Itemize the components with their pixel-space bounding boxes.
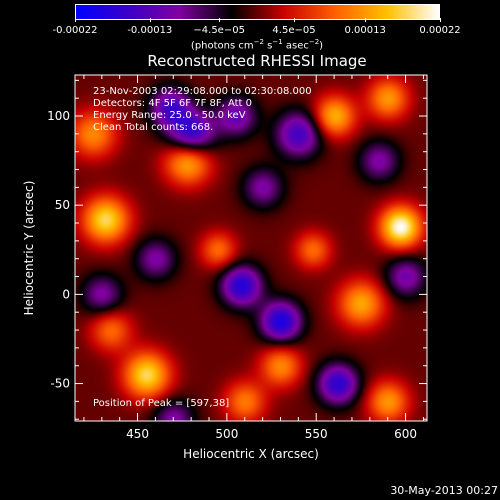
- annotation-detectors: Detectors: 4F 5F 6F 7F 8F, Att 0: [93, 98, 253, 109]
- y-tick-label: 50: [55, 198, 70, 212]
- colorbar-tick-mark: [294, 18, 295, 22]
- colorbar: [75, 4, 440, 20]
- colorbar-tick-label: 4.5e−05: [272, 25, 316, 36]
- heatmap-plot-area: 450 500 550 600 -50 0 50 100: [47, 74, 428, 441]
- colorbar-tick-label: −4.5e−05: [193, 25, 245, 36]
- colorbar-tick-mark: [440, 18, 441, 22]
- annotation-clean-counts: Clean Total counts: 668.: [93, 122, 214, 133]
- chart-title: Reconstructed RHESSI Image: [147, 52, 367, 70]
- y-tick-label: 0: [62, 287, 70, 301]
- annotation-time-range: 23-Nov-2003 02:29:08.000 to 02:30:08.000: [93, 86, 312, 97]
- plot-axes: 450 500 550 600 -50 0 50 100: [47, 74, 428, 441]
- colorbar-unit-label: (photons cm−2 s−1 asec−2): [190, 38, 324, 52]
- x-tick-label: 500: [215, 427, 238, 441]
- y-axis-label: Heliocentric Y (arcsec): [22, 180, 36, 316]
- colorbar-tick-label: -0.00022: [52, 25, 98, 36]
- x-axis-label: Heliocentric X (arcsec): [183, 447, 319, 461]
- x-tick-label: 600: [394, 427, 417, 441]
- y-tick-label: 100: [47, 109, 70, 123]
- x-tick-label: 550: [305, 427, 328, 441]
- colorbar-tick-label: -0.00013: [127, 25, 173, 36]
- heatmap-image: [75, 75, 427, 421]
- footer-timestamp: 30-May-2013 00:27: [390, 484, 498, 497]
- y-tick-label: -50: [50, 377, 70, 391]
- plot-frame: [74, 74, 428, 422]
- colorbar-tick-mark: [149, 18, 151, 22]
- colorbar-tick-mark: [219, 18, 221, 22]
- x-tick-label: 450: [126, 427, 149, 441]
- colorbar-tick-label: 0.00013: [344, 25, 386, 36]
- annotation-energy-range: Energy Range: 25.0 - 50.0 keV: [93, 110, 246, 121]
- colorbar-tick-mark: [365, 18, 367, 22]
- annotation-peak-position: Position of Peak = [597,38]: [93, 398, 230, 409]
- colorbar-tick-label: 0.00022: [419, 25, 461, 36]
- colorbar-tick-mark: [75, 18, 76, 22]
